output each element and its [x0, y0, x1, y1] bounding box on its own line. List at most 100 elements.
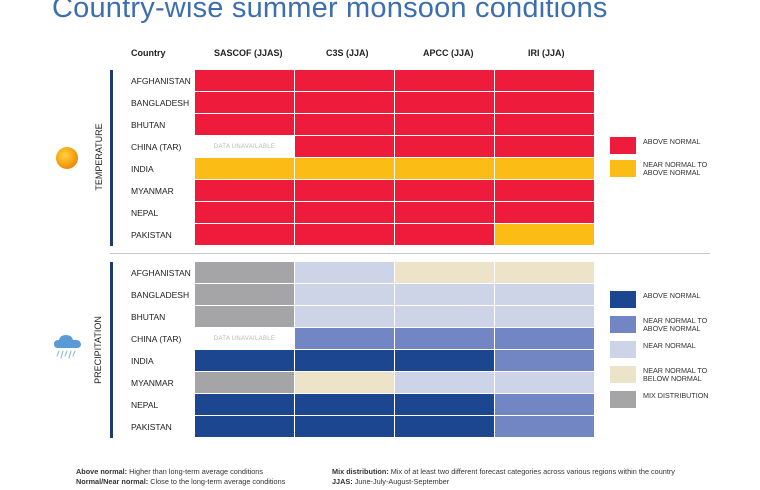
precipitation-legend-label: ABOVE NORMAL — [643, 291, 701, 300]
precipitation-legend-label: NEAR NORMAL TO ABOVE NORMAL — [643, 316, 708, 333]
temperature-cell — [195, 158, 295, 180]
temperature-cell: DATA UNAVAILABLE — [195, 136, 295, 158]
temperature-cell — [395, 180, 495, 202]
temperature-cell — [395, 70, 495, 92]
precipitation-cell — [495, 372, 595, 394]
footnote-jjas: JJAS: June-July-August-September — [332, 477, 450, 486]
precipitation-legend-label: NEAR NORMAL TO BELOW NORMAL — [643, 366, 708, 383]
temperature-cell — [195, 70, 295, 92]
temperature-cell — [395, 158, 495, 180]
precipitation-cell — [495, 262, 595, 284]
temperature-cell — [295, 70, 395, 92]
precipitation-legend-swatch — [610, 391, 636, 408]
temperature-cell — [295, 92, 395, 114]
temperature-cell — [195, 202, 295, 224]
temperature-cell — [295, 180, 395, 202]
precipitation-row-label-afghanistan: AFGHANISTAN — [131, 268, 191, 278]
temperature-row-label-afghanistan: AFGHANISTAN — [131, 76, 191, 86]
temperature-cell — [295, 114, 395, 136]
temperature-legend-label: NEAR NORMAL TO ABOVE NORMAL — [643, 160, 708, 177]
footnote-above-normal: Above normal: Higher than long-term aver… — [76, 467, 263, 476]
precipitation-cell — [195, 394, 295, 416]
temperature-cell — [495, 202, 595, 224]
precipitation-legend-swatch — [610, 291, 636, 308]
precipitation-row-label-myanmar: MYANMAR — [131, 378, 174, 388]
precipitation-cell — [295, 284, 395, 306]
temperature-cell — [295, 158, 395, 180]
temperature-row-label-myanmar: MYANMAR — [131, 186, 174, 196]
rain-cloud-icon — [54, 335, 81, 359]
footnote-normal: Normal/Near normal: Close to the long-te… — [76, 477, 286, 486]
precipitation-row-label-india: INDIA — [131, 356, 154, 366]
precipitation-cell — [395, 394, 495, 416]
precipitation-cell — [295, 306, 395, 328]
precipitation-cell — [195, 284, 295, 306]
precipitation-cell — [195, 416, 295, 438]
temperature-cell — [495, 158, 595, 180]
temperature-cell — [395, 114, 495, 136]
temperature-row-label-india: INDIA — [131, 164, 154, 174]
precipitation-legend-label: MIX DISTRIBUTION — [643, 391, 709, 400]
precipitation-cell — [395, 372, 495, 394]
temperature-legend-label: ABOVE NORMAL — [643, 137, 701, 146]
column-header-apcc: APCC (JJA) — [423, 48, 474, 58]
section-divider — [110, 253, 710, 254]
temperature-cell — [495, 70, 595, 92]
temperature-cell — [195, 114, 295, 136]
temperature-cell — [195, 92, 295, 114]
precipitation-cell — [295, 394, 395, 416]
precipitation-legend-label: NEAR NORMAL — [643, 341, 696, 350]
column-header-iri: IRI (JJA) — [528, 48, 565, 58]
precipitation-legend-swatch — [610, 366, 636, 383]
temperature-row-label-china-tar: CHINA (TAR) — [131, 142, 182, 152]
temperature-cell — [495, 224, 595, 246]
temperature-cell — [495, 136, 595, 158]
precipitation-legend-swatch — [610, 341, 636, 358]
precipitation-label: PRECIPITATION — [93, 316, 103, 384]
precipitation-cell — [295, 262, 395, 284]
precipitation-cell — [395, 262, 495, 284]
precipitation-cell — [495, 350, 595, 372]
precipitation-cell — [395, 328, 495, 350]
precipitation-section-bar — [110, 262, 113, 438]
precipitation-cell — [195, 306, 295, 328]
temperature-cell — [495, 92, 595, 114]
precipitation-cell — [495, 284, 595, 306]
temperature-cell — [295, 202, 395, 224]
precipitation-cell — [495, 328, 595, 350]
precipitation-legend-swatch — [610, 316, 636, 333]
precipitation-cell — [195, 350, 295, 372]
page-title: Country-wise summer monsoon conditions — [52, 0, 608, 24]
temperature-cell — [295, 136, 395, 158]
temperature-cell — [395, 202, 495, 224]
temperature-cell — [195, 180, 295, 202]
precipitation-cell — [295, 372, 395, 394]
temperature-row-label-nepal: NEPAL — [131, 208, 159, 218]
temperature-cell — [495, 114, 595, 136]
temperature-cell — [195, 224, 295, 246]
column-header-sascof: SASCOF (JJAS) — [214, 48, 283, 58]
temperature-legend-swatch — [610, 160, 636, 177]
temperature-cell — [395, 136, 495, 158]
temperature-row-label-bangladesh: BANGLADESH — [131, 98, 190, 108]
precipitation-cell — [495, 394, 595, 416]
precipitation-cell — [195, 372, 295, 394]
temperature-row-label-bhutan: BHUTAN — [131, 120, 166, 130]
precipitation-cell — [395, 416, 495, 438]
precipitation-cell — [395, 284, 495, 306]
temperature-cell — [395, 224, 495, 246]
footnote-mix: Mix distribution: Mix of at least two di… — [332, 467, 675, 476]
temperature-cell — [295, 224, 395, 246]
precipitation-row-label-china-tar: CHINA (TAR) — [131, 334, 182, 344]
temperature-label: TEMPERATURE — [94, 123, 104, 191]
precipitation-row-label-bangladesh: BANGLADESH — [131, 290, 190, 300]
precipitation-row-label-pakistan: PAKISTAN — [131, 422, 172, 432]
temperature-row-label-pakistan: PAKISTAN — [131, 230, 172, 240]
precipitation-cell — [495, 306, 595, 328]
temperature-section-bar — [110, 70, 113, 246]
sun-icon — [56, 147, 78, 169]
precipitation-cell — [295, 416, 395, 438]
precipitation-cell — [295, 350, 395, 372]
temperature-cell — [495, 180, 595, 202]
temperature-cell — [395, 92, 495, 114]
